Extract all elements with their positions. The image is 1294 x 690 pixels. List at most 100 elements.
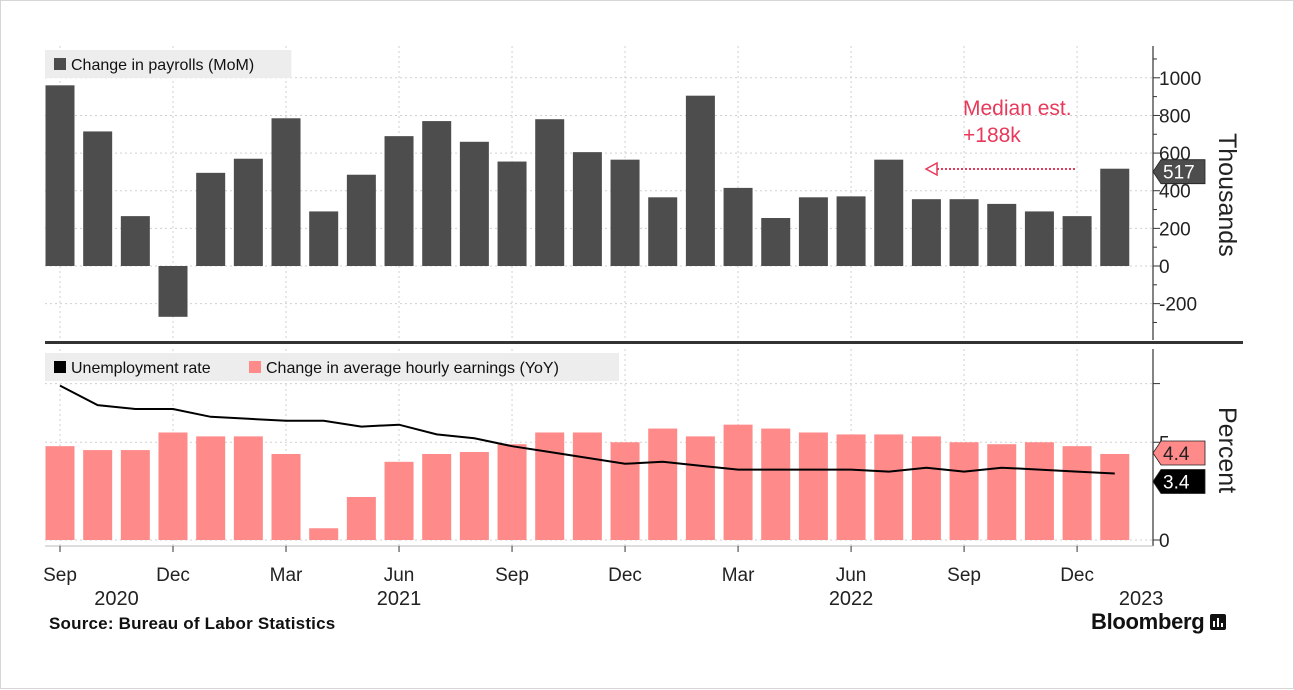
xtick-label-3: Jun xyxy=(384,565,415,586)
last-value-unemployment-text: 3.4 xyxy=(1163,473,1190,494)
payroll-bar-10 xyxy=(422,121,452,266)
ytick-label-top-4: 200 xyxy=(1159,219,1191,240)
earnings-bar-2 xyxy=(120,450,150,540)
earnings-bars xyxy=(45,424,1130,540)
earnings-bar-27 xyxy=(1062,446,1092,540)
ytick-label-bottom-1: 0 xyxy=(1159,531,1170,552)
xtick-label-0: Sep xyxy=(43,565,77,586)
ytick-label-top-5: 0 xyxy=(1159,257,1170,278)
payroll-bars xyxy=(45,85,1130,317)
xtick-label-5: Dec xyxy=(608,565,642,586)
payroll-bar-7 xyxy=(309,211,339,266)
last-value-earnings-text: 4.4 xyxy=(1163,444,1190,465)
bloomberg-terminal-icon xyxy=(1210,614,1227,630)
payroll-bar-19 xyxy=(761,218,791,266)
earnings-bar-25 xyxy=(987,444,1017,540)
earnings-bar-10 xyxy=(422,453,452,540)
last-value-payroll-shape xyxy=(1152,159,1206,185)
earnings-bar-7 xyxy=(309,528,339,540)
brand-logo: Bloomberg xyxy=(1091,609,1227,635)
payroll-bar-17 xyxy=(685,95,715,266)
earnings-bar-21 xyxy=(836,434,866,540)
xyear-label-0: 2020 xyxy=(94,588,139,610)
earnings-bar-28 xyxy=(1100,453,1130,540)
source-note: Source: Bureau of Labor Statistics xyxy=(49,614,336,633)
earnings-bar-9 xyxy=(384,461,414,540)
legend-bottom-bg xyxy=(45,353,619,381)
xyear-label-3: 2023 xyxy=(1119,588,1164,610)
ytick-label-top-1: 800 xyxy=(1159,106,1191,127)
xtick-label-9: Dec xyxy=(1060,565,1094,586)
payroll-bar-12 xyxy=(497,161,527,266)
payroll-bar-0 xyxy=(45,85,75,266)
payroll-bar-16 xyxy=(648,197,678,266)
payroll-bar-2 xyxy=(120,216,150,266)
ytick-label-top-3: 400 xyxy=(1159,182,1191,203)
y-axis-title-bottom: Percent xyxy=(1213,407,1241,493)
payroll-bar-8 xyxy=(346,174,376,266)
axes: 10008006004002000-20050ThousandsPercent5… xyxy=(45,46,1243,552)
payroll-bar-21 xyxy=(836,196,866,266)
annotation-line-1: Median est. xyxy=(963,97,1072,120)
earnings-bar-13 xyxy=(535,432,565,540)
earnings-bar-22 xyxy=(874,434,904,540)
earnings-bar-24 xyxy=(949,442,979,540)
payroll-bar-6 xyxy=(271,118,301,266)
xtick-label-4: Sep xyxy=(495,565,529,586)
xtick-label-1: Dec xyxy=(156,565,190,586)
payroll-bar-5 xyxy=(233,158,263,266)
legend-label-earnings: Change in average hourly earnings (YoY) xyxy=(266,360,559,377)
legend-swatch-unemployment xyxy=(54,361,66,373)
earnings-bar-16 xyxy=(648,428,678,540)
payroll-bar-1 xyxy=(83,131,113,266)
last-value-unemployment: 3.4 xyxy=(1152,469,1206,494)
legend-label-payroll: Change in payrolls (MoM) xyxy=(71,57,254,74)
payroll-bar-26 xyxy=(1024,211,1054,266)
payroll-bar-11 xyxy=(459,141,489,266)
y-axis-title-top: Thousands xyxy=(1213,133,1241,257)
earnings-bar-17 xyxy=(685,436,715,540)
brand-name: Bloomberg xyxy=(1091,609,1205,634)
legend-label-unemployment: Unemployment rate xyxy=(71,360,211,377)
last-value-earnings-shape xyxy=(1152,440,1206,466)
xyear-label-1: 2021 xyxy=(377,588,422,610)
payroll-bar-3 xyxy=(158,266,188,317)
annotation-line-2: +188k xyxy=(963,124,1021,147)
ytick-label-top-6: -200 xyxy=(1159,295,1197,316)
legend-top-bg xyxy=(45,50,292,78)
earnings-bar-15 xyxy=(610,442,640,540)
payroll-bar-20 xyxy=(798,197,828,266)
earnings-bar-26 xyxy=(1024,442,1054,540)
ytick-label-top-0: 1000 xyxy=(1159,69,1201,90)
earnings-bar-0 xyxy=(45,446,75,540)
xtick-label-6: Mar xyxy=(722,565,755,586)
payroll-bar-28 xyxy=(1100,168,1130,266)
payroll-bar-27 xyxy=(1062,216,1092,266)
payroll-bar-24 xyxy=(949,199,979,266)
earnings-bar-3 xyxy=(158,432,188,540)
earnings-bar-14 xyxy=(572,432,602,540)
payroll-bar-23 xyxy=(911,199,941,266)
earnings-bar-18 xyxy=(723,424,753,540)
payroll-bar-4 xyxy=(196,172,226,266)
earnings-bar-20 xyxy=(798,432,828,540)
earnings-bar-23 xyxy=(911,436,941,540)
legend-swatch-payroll xyxy=(54,58,66,70)
last-value-payroll-text: 517 xyxy=(1163,163,1195,184)
earnings-bar-11 xyxy=(459,452,489,540)
earnings-bar-4 xyxy=(196,436,226,540)
unemployment-line xyxy=(59,384,1115,475)
payroll-bar-25 xyxy=(987,203,1017,266)
xtick-label-8: Sep xyxy=(947,565,981,586)
annotation-arrow-head xyxy=(924,161,938,177)
xyear-label-2: 2022 xyxy=(829,588,874,610)
earnings-bar-5 xyxy=(233,436,263,540)
earnings-bar-19 xyxy=(761,428,791,540)
earnings-bar-1 xyxy=(83,450,113,540)
payroll-bar-18 xyxy=(723,187,753,266)
earnings-bar-8 xyxy=(346,496,376,540)
payroll-bar-15 xyxy=(610,159,640,266)
payroll-bar-13 xyxy=(535,119,565,266)
